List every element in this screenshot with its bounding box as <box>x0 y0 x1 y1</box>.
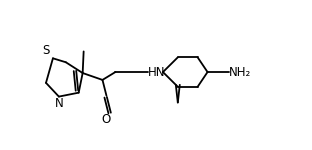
Text: O: O <box>102 113 111 126</box>
Text: N: N <box>55 97 63 110</box>
Text: NH₂: NH₂ <box>229 66 251 79</box>
Text: HN: HN <box>148 66 166 79</box>
Text: S: S <box>42 44 50 57</box>
